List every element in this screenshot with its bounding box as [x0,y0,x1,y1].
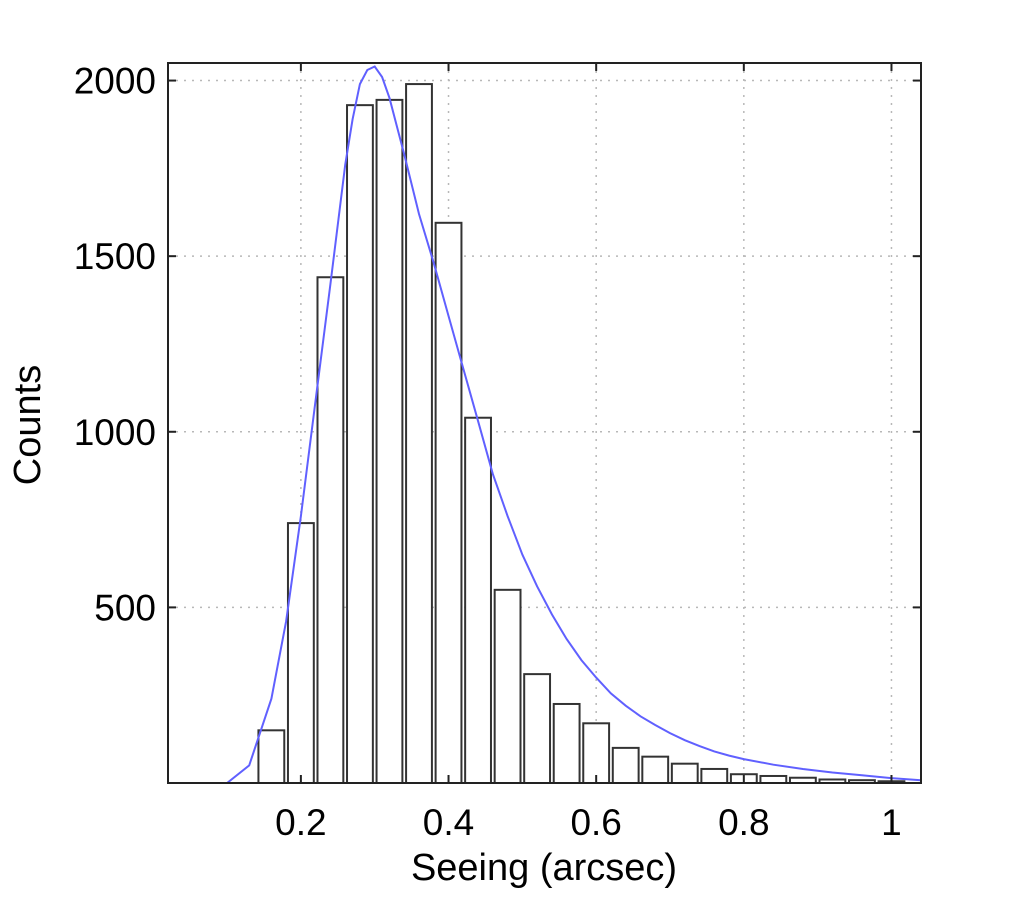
histogram-bar [611,746,640,785]
x-tick-label: 0.6 [570,802,621,843]
histogram-bar [464,416,492,784]
histogram-bar [759,774,788,784]
histogram-bar [670,762,699,784]
x-axis-label: Seeing (arcsec) [411,847,677,889]
y-axis-label: Counts [7,365,49,485]
y-axis-ticks: 500 1000 1500 2000 [74,61,921,628]
x-tick-label: 0.4 [423,802,474,843]
histogram-bar [375,98,404,784]
histogram-bar [552,702,581,784]
fit-curve-layer [197,65,922,784]
grid-layer [168,63,921,783]
histogram-bar [286,522,315,784]
x-axis-ticks: 0.2 0.4 0.6 0.8 1 [275,63,902,843]
y-tick-label: 500 [94,587,156,628]
y-tick-label: 1000 [74,412,156,453]
histogram-bar [582,722,611,784]
histogram-bar [493,588,522,785]
histogram-bar [641,755,670,784]
plot-frame [167,62,922,784]
fit-curve-line [197,65,922,784]
histogram-bar [523,673,552,784]
y-tick-label: 2000 [74,61,156,102]
bars-layer [257,83,906,785]
histogram-bar [434,221,463,784]
y-tick-label: 1500 [74,236,156,277]
histogram-bar [346,104,374,784]
x-tick-label: 1 [881,802,902,843]
x-tick-label: 0.8 [718,802,769,843]
histogram-bar [257,729,286,785]
histogram-bar [405,83,433,784]
plot-border [167,62,922,784]
x-tick-label: 0.2 [275,802,326,843]
histogram-bar [700,767,729,785]
